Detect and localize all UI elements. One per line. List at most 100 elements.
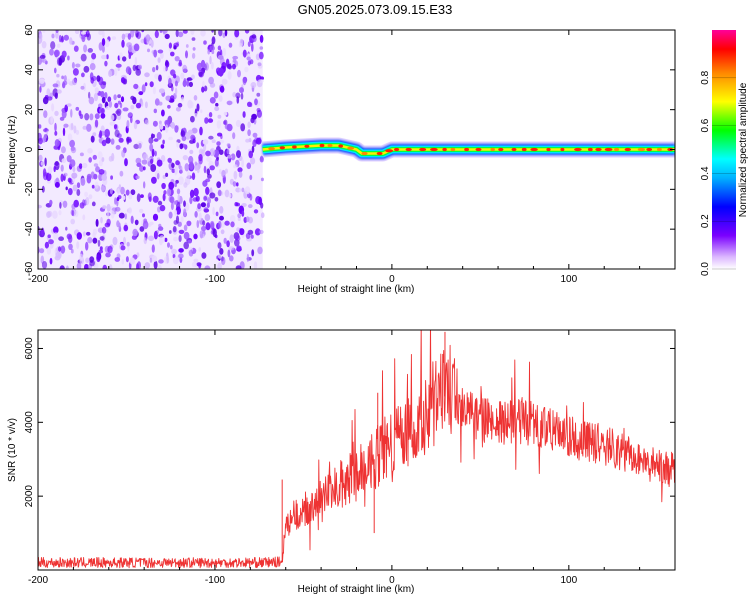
noise-speck bbox=[108, 155, 113, 162]
noise-speck bbox=[239, 87, 244, 94]
noise-speck bbox=[108, 70, 113, 77]
noise-speck bbox=[191, 52, 196, 59]
noise-speck bbox=[154, 30, 159, 39]
noise-speck bbox=[174, 209, 178, 216]
noise-speck bbox=[217, 189, 222, 197]
noise-speck bbox=[244, 186, 251, 195]
noise-speck bbox=[144, 72, 150, 78]
noise-speck bbox=[105, 105, 111, 110]
noise-speck bbox=[136, 193, 141, 203]
noise-speck bbox=[232, 91, 237, 98]
noise-speck bbox=[189, 196, 193, 205]
noise-speck bbox=[193, 233, 198, 240]
noise-speck bbox=[83, 231, 86, 237]
noise-speck bbox=[237, 69, 241, 78]
noise-speck bbox=[257, 62, 262, 67]
noise-speck bbox=[182, 155, 189, 161]
noise-speck bbox=[200, 30, 206, 37]
noise-speck bbox=[168, 77, 172, 87]
noise-speck bbox=[183, 224, 188, 232]
noise-speck bbox=[39, 248, 45, 254]
noise-speck bbox=[151, 176, 157, 184]
noise-speck bbox=[175, 215, 180, 224]
noise-speck bbox=[180, 130, 186, 138]
noise-speck bbox=[208, 112, 213, 118]
noise-speck bbox=[218, 30, 223, 37]
noise-speck bbox=[228, 193, 232, 198]
noise-speck bbox=[188, 81, 193, 88]
noise-speck bbox=[178, 248, 184, 253]
noise-speck bbox=[175, 30, 179, 38]
noise-speck bbox=[102, 30, 105, 39]
noise-speck bbox=[153, 108, 157, 114]
noise-speck bbox=[251, 249, 255, 257]
noise-speck bbox=[196, 220, 200, 228]
track-hotspot bbox=[376, 151, 383, 156]
noise-speck bbox=[217, 242, 222, 249]
noise-speck bbox=[54, 67, 57, 74]
noise-speck bbox=[69, 159, 76, 168]
track-hotspot bbox=[385, 149, 393, 153]
noise-speck bbox=[64, 104, 68, 113]
noise-speck bbox=[98, 30, 104, 36]
noise-speck bbox=[68, 243, 73, 250]
noise-speck bbox=[190, 30, 195, 36]
track-hotspot bbox=[560, 147, 565, 152]
noise-speck bbox=[130, 105, 135, 110]
noise-speck bbox=[221, 78, 228, 85]
track-hotspot bbox=[614, 147, 620, 152]
noise-speck bbox=[183, 231, 190, 240]
noise-speck bbox=[40, 161, 45, 166]
noise-speck bbox=[251, 34, 257, 39]
noise-speck bbox=[165, 124, 169, 134]
noise-speck bbox=[235, 235, 241, 242]
track-hotspot bbox=[646, 147, 653, 152]
noise-speck bbox=[152, 120, 158, 127]
noise-speck bbox=[127, 33, 132, 40]
noise-speck bbox=[232, 63, 236, 70]
noise-speck bbox=[182, 64, 188, 73]
noise-speck bbox=[196, 103, 200, 112]
noise-speck bbox=[191, 37, 196, 41]
noise-speck bbox=[229, 255, 234, 262]
noise-speck bbox=[114, 129, 120, 138]
noise-speck bbox=[101, 54, 107, 60]
noise-speck bbox=[155, 65, 159, 71]
noise-speck bbox=[134, 56, 138, 66]
noise-speck bbox=[100, 107, 105, 114]
noise-speck bbox=[92, 228, 98, 235]
noise-speck bbox=[60, 245, 66, 254]
x-tick-label: -100 bbox=[205, 575, 225, 586]
noise-speck bbox=[122, 107, 129, 112]
noise-speck bbox=[96, 254, 101, 263]
noise-speck bbox=[172, 73, 177, 79]
noise-speck bbox=[149, 143, 154, 152]
noise-speck bbox=[203, 196, 208, 201]
noise-speck bbox=[41, 185, 45, 193]
noise-speck bbox=[179, 143, 184, 150]
noise-speck bbox=[183, 200, 186, 207]
noise-speck bbox=[241, 187, 245, 193]
noise-speck bbox=[229, 234, 234, 243]
noise-speck bbox=[205, 150, 211, 157]
noise-speck bbox=[250, 117, 255, 124]
noise-speck bbox=[145, 34, 151, 42]
noise-speck bbox=[194, 164, 199, 171]
noise-speck bbox=[118, 222, 121, 230]
noise-speck bbox=[38, 145, 41, 150]
noise-speck bbox=[82, 162, 88, 169]
noise-speck bbox=[256, 109, 262, 118]
noise-speck bbox=[104, 60, 108, 67]
snr-x-ticks: -200 -100 0 100 bbox=[28, 330, 676, 586]
noise-speck bbox=[165, 59, 169, 66]
noise-speck bbox=[90, 171, 95, 180]
noise-speck bbox=[207, 197, 211, 204]
colorbar-ticks: 0.0 0.2 0.4 0.6 0.8 bbox=[700, 70, 736, 276]
noise-speck bbox=[248, 150, 253, 159]
noise-speck bbox=[80, 31, 87, 35]
noise-speck bbox=[250, 82, 257, 88]
spectrogram-y-ticks: -60 -40 -20 0 20 40 60 bbox=[24, 24, 675, 276]
colorbar-tick-label: 0.6 bbox=[700, 118, 711, 132]
noise-speck bbox=[125, 256, 129, 263]
noise-speck bbox=[200, 109, 203, 114]
